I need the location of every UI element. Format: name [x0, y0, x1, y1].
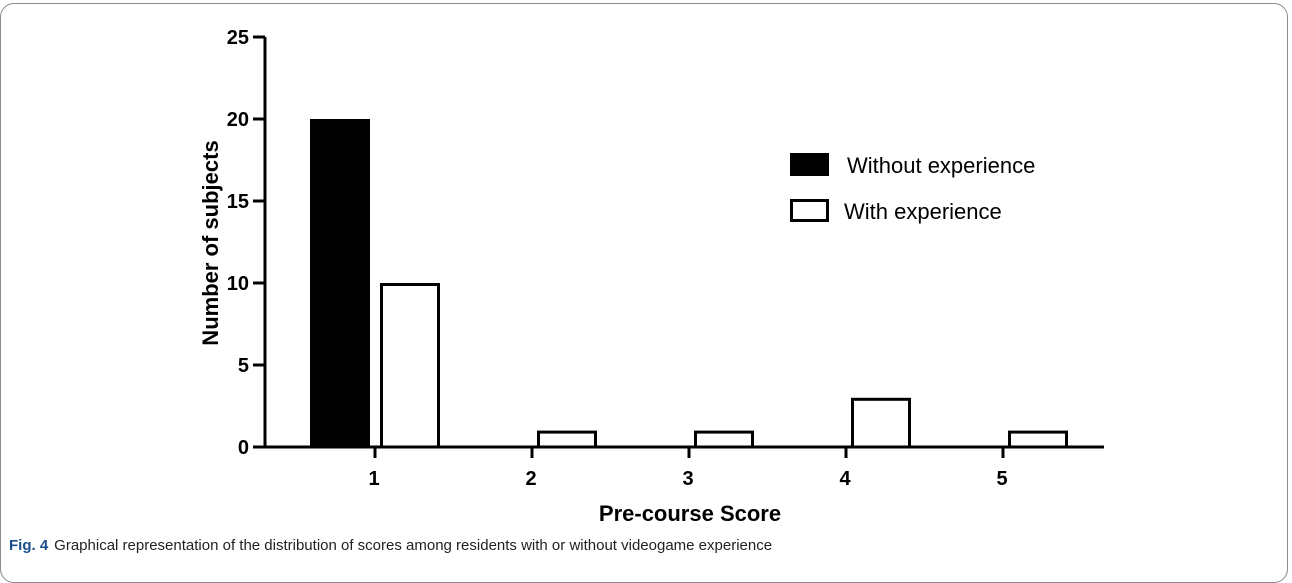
y-axis-ticks: 0 5 10 15 20 25: [227, 27, 265, 459]
legend-label: Without experience: [847, 153, 1035, 178]
x-axis-label: Pre-course Score: [599, 501, 781, 526]
y-tick-label: 10: [227, 273, 249, 295]
legend: Without experience With experience: [790, 153, 1035, 224]
figure-label: Fig. 4: [9, 537, 49, 554]
legend-swatch: [790, 153, 829, 176]
bar-with-experience: [537, 430, 597, 449]
x-axis-ticks: 1 2 3 4 5: [368, 447, 1008, 490]
x-tick-label: 2: [525, 468, 536, 490]
bar-with-experience: [694, 430, 754, 449]
bar-with-experience: [380, 283, 440, 449]
y-tick-label: 5: [238, 355, 249, 377]
x-tick-label: 4: [839, 468, 851, 490]
y-tick-label: 25: [227, 27, 249, 49]
bars: [310, 119, 1068, 449]
bar-without-experience: [310, 119, 370, 449]
legend-swatch: [790, 199, 829, 222]
x-tick-label: 5: [996, 468, 1007, 490]
bar-chart: 0 5 10 15 20 25 1 2 3 4 5 Number of subjects Pre-…: [198, 27, 1104, 526]
figure-caption: Fig. 4 Graphical representation of the di…: [9, 537, 772, 554]
bar-with-experience: [1008, 430, 1068, 449]
x-tick-label: 1: [368, 468, 379, 490]
y-tick-label: 0: [238, 437, 249, 459]
x-tick-label: 3: [682, 468, 693, 490]
caption-text: Graphical representation of the distribu…: [54, 537, 773, 554]
bar-with-experience: [851, 397, 911, 449]
y-tick-label: 15: [227, 191, 249, 213]
legend-label: With experience: [844, 199, 1002, 224]
y-tick-label: 20: [227, 109, 249, 131]
y-axis-label: Number of subjects: [198, 140, 223, 345]
